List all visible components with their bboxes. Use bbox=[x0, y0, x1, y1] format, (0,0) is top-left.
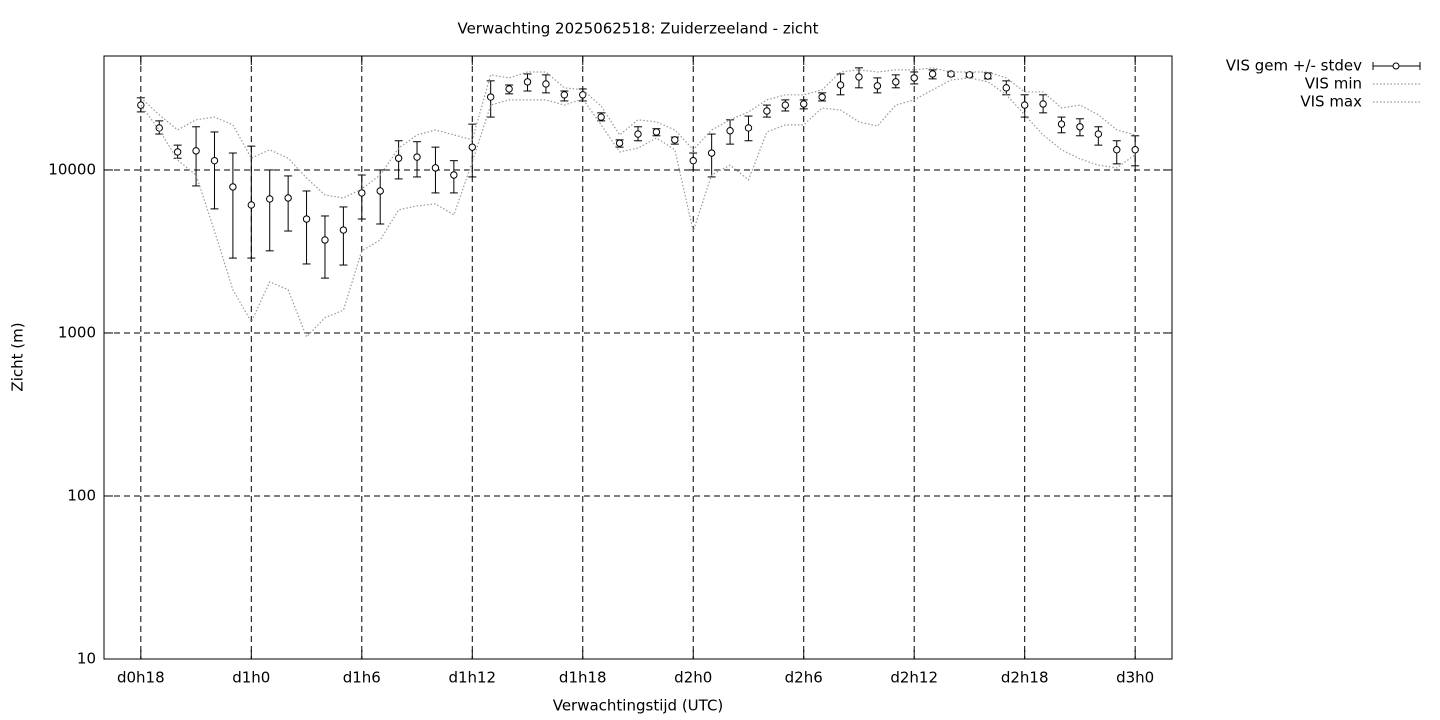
data-point bbox=[1039, 100, 1047, 108]
error-bar bbox=[210, 131, 219, 210]
error-bar bbox=[284, 175, 293, 232]
error-bar bbox=[320, 215, 329, 279]
x-tick-label: d3h0 bbox=[1116, 669, 1154, 687]
error-bar bbox=[265, 169, 274, 252]
series-line bbox=[140, 77, 1136, 339]
x-tick-label: d2h0 bbox=[674, 669, 712, 687]
data-point bbox=[984, 72, 992, 80]
error-bar bbox=[228, 152, 237, 259]
data-point bbox=[1131, 146, 1139, 154]
x-tick-label: d1h18 bbox=[559, 669, 607, 687]
data-point bbox=[965, 71, 974, 79]
legend-label: VIS max bbox=[1300, 93, 1362, 111]
data-point bbox=[615, 139, 624, 147]
data-point bbox=[671, 136, 679, 144]
data-point bbox=[855, 73, 863, 81]
data-point bbox=[818, 93, 826, 101]
x-tick-label: d1h6 bbox=[343, 669, 381, 687]
data-point bbox=[266, 195, 274, 203]
data-point bbox=[339, 226, 348, 234]
data-point bbox=[781, 101, 790, 109]
x-axis-label: Verwachtingstijd (UTC) bbox=[553, 697, 724, 715]
data-point bbox=[707, 149, 716, 157]
data-point bbox=[763, 107, 771, 115]
data-point bbox=[486, 93, 495, 101]
data-point bbox=[284, 194, 292, 202]
x-tick-label: d2h6 bbox=[785, 669, 823, 687]
data-point bbox=[505, 85, 513, 93]
data-point bbox=[247, 201, 256, 209]
data-point bbox=[1002, 84, 1010, 92]
error-bar bbox=[192, 126, 201, 187]
data-point bbox=[302, 215, 311, 223]
legend-swatch bbox=[1392, 62, 1400, 70]
data-point bbox=[358, 189, 366, 197]
data-point bbox=[376, 187, 384, 195]
data-point bbox=[800, 100, 808, 108]
y-tick-label: 10000 bbox=[48, 160, 96, 178]
data-point bbox=[321, 236, 329, 244]
data-point bbox=[1094, 130, 1103, 138]
data-point bbox=[892, 78, 900, 86]
data-point bbox=[744, 124, 753, 132]
data-point bbox=[394, 154, 403, 162]
data-point bbox=[210, 156, 219, 165]
plot-marks bbox=[136, 67, 1140, 339]
data-point bbox=[726, 127, 734, 135]
data-point bbox=[1113, 146, 1121, 154]
grid bbox=[104, 56, 1172, 660]
error-bar bbox=[339, 206, 348, 266]
error-bar bbox=[302, 190, 311, 265]
data-point bbox=[192, 147, 200, 155]
data-point bbox=[155, 124, 163, 132]
x-tick-label: d2h12 bbox=[890, 669, 938, 687]
y-tick-label: 1000 bbox=[58, 323, 96, 341]
data-point bbox=[560, 91, 569, 99]
x-tick-label: d1h12 bbox=[448, 669, 496, 687]
x-tick-label: d1h0 bbox=[232, 669, 270, 687]
x-tick-label: d2h18 bbox=[1001, 669, 1049, 687]
data-point bbox=[523, 78, 532, 86]
data-point bbox=[1076, 123, 1084, 131]
legend-label: VIS gem +/- stdev bbox=[1226, 57, 1362, 75]
data-point bbox=[1020, 101, 1029, 109]
legend-label: VIS min bbox=[1305, 75, 1362, 93]
data-point bbox=[1057, 120, 1066, 128]
data-point bbox=[947, 70, 955, 78]
data-point bbox=[542, 80, 550, 88]
data-point bbox=[579, 91, 587, 99]
series-line bbox=[140, 67, 1136, 199]
data-point bbox=[413, 153, 421, 161]
data-point bbox=[634, 130, 642, 138]
data-point bbox=[652, 128, 661, 136]
data-point bbox=[910, 74, 918, 82]
y-tick-label: 100 bbox=[67, 486, 96, 504]
data-point bbox=[468, 143, 476, 151]
data-point bbox=[229, 183, 237, 191]
data-point bbox=[689, 156, 697, 165]
data-point bbox=[873, 82, 882, 90]
x-tick-label: d0h18 bbox=[117, 669, 165, 687]
error-bar bbox=[357, 174, 366, 220]
data-point bbox=[597, 113, 605, 121]
y-tick-label: 10 bbox=[77, 650, 96, 668]
plot-frame bbox=[103, 55, 1173, 660]
data-point bbox=[431, 164, 440, 172]
data-point bbox=[928, 70, 937, 78]
error-bar bbox=[376, 169, 385, 225]
data-point bbox=[836, 81, 845, 89]
y-axis-label: Zicht (m) bbox=[9, 322, 27, 391]
chart-title: Verwachting 2025062518: Zuiderzeeland - … bbox=[457, 20, 818, 38]
data-point bbox=[173, 148, 182, 156]
data-point bbox=[450, 171, 458, 179]
